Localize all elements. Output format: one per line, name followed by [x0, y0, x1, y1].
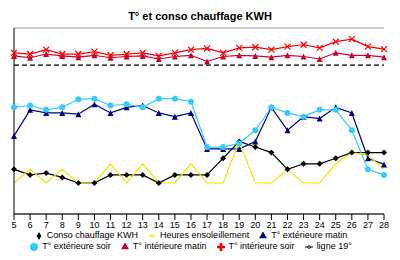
- html-text:Conso chauffage KWH: Conso chauffage KWH: [46, 230, 139, 240]
- svg-text:18: 18: [218, 220, 228, 230]
- svg-text:25: 25: [331, 220, 341, 230]
- svg-text:10: 10: [89, 220, 99, 230]
- html-text:T° extérieure matin: T° extérieure matin: [271, 230, 348, 240]
- svg-text:9: 9: [76, 220, 81, 230]
- html-text:T° extérieure soir: T° extérieure soir: [42, 241, 111, 251]
- svg-text:13: 13: [138, 220, 148, 230]
- svg-text:26: 26: [347, 220, 357, 230]
- html-text:T° intérieure matin: T° intérieure matin: [132, 241, 207, 251]
- svg-text:7: 7: [44, 220, 49, 230]
- svg-text:12: 12: [122, 220, 132, 230]
- svg-text:14: 14: [154, 220, 164, 230]
- svg-text:23: 23: [299, 220, 309, 230]
- svg-text:8: 8: [60, 220, 65, 230]
- html-text:ligne 19°: ligne 19°: [316, 241, 352, 251]
- svg-text:21: 21: [266, 220, 276, 230]
- html-text:T° intérieure soir: T° intérieure soir: [228, 241, 295, 251]
- svg-text:16: 16: [186, 220, 196, 230]
- svg-text:27: 27: [363, 220, 373, 230]
- svg-text:17: 17: [202, 220, 212, 230]
- svg-text:15: 15: [170, 220, 180, 230]
- svg-text:22: 22: [282, 220, 292, 230]
- svg-text:19: 19: [234, 220, 244, 230]
- svg-text:6: 6: [28, 220, 33, 230]
- svg-text:11: 11: [106, 220, 115, 230]
- svg-text:5: 5: [11, 220, 16, 230]
- svg-text:24: 24: [315, 220, 325, 230]
- html-text:Heures ensoleillement: Heures ensoleillement: [160, 230, 250, 240]
- svg-text:20: 20: [250, 220, 260, 230]
- html-text:T° et conso chauffage KWH: T° et conso chauffage KWH: [128, 10, 272, 22]
- svg-text:28: 28: [379, 220, 389, 230]
